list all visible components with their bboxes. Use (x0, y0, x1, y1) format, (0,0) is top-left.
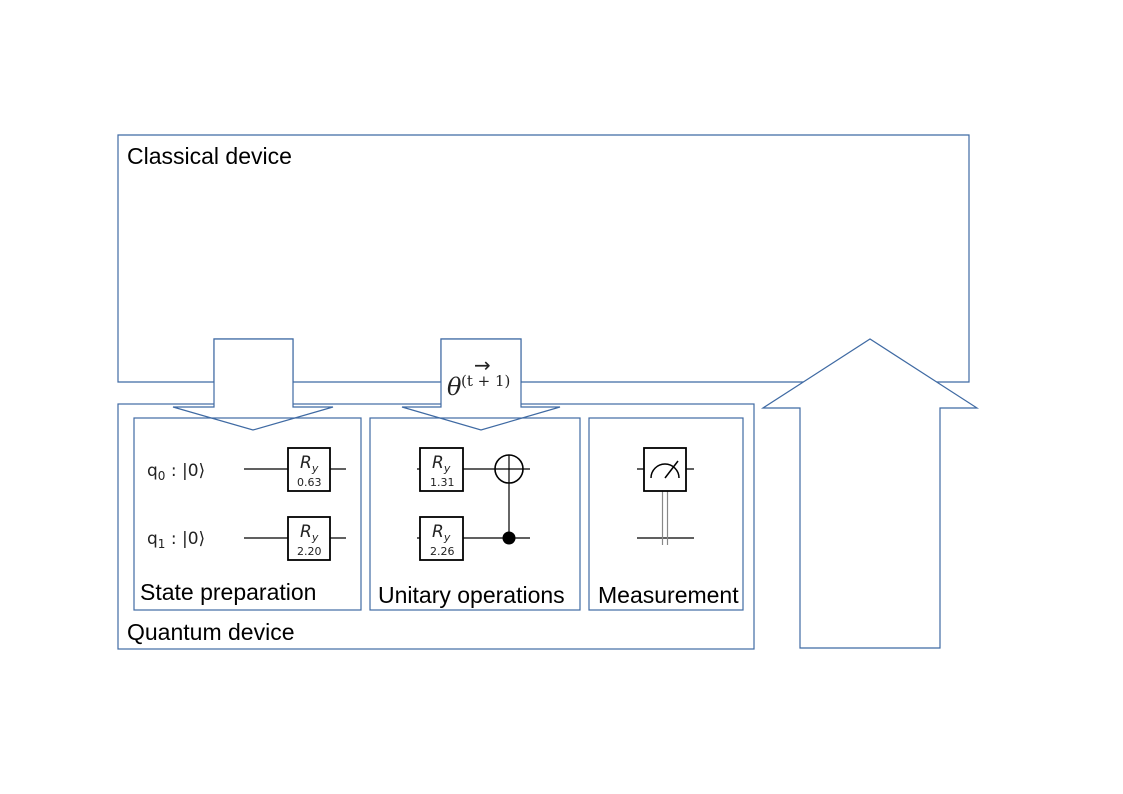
qubit-0-label: q0 : |0⟩ (147, 461, 205, 483)
svg-text:Ry: Ry (300, 522, 319, 544)
measurement-label: Measurement (598, 582, 739, 608)
ry-gate-unitary-q0: Ry 1.31 (419, 447, 464, 492)
svg-text:Ry: Ry (432, 522, 451, 544)
svg-text:Ry: Ry (432, 453, 451, 475)
unitary-operations-box (369, 417, 581, 611)
theta-vector-arrow: → (474, 353, 491, 377)
gate-angle: 2.26 (430, 545, 455, 558)
measurement-meter-icon (643, 447, 687, 492)
gate-angle: 2.20 (297, 545, 322, 558)
down-arrow-state-prep (172, 338, 334, 431)
gate-angle: 1.31 (430, 476, 455, 489)
state-preparation-box (133, 417, 362, 611)
state-preparation-label: State preparation (140, 579, 316, 605)
theta-superscript: (t + 1) (461, 372, 510, 390)
ry-gate-prep-q1: Ry 2.20 (287, 516, 331, 561)
measurement-box (588, 417, 744, 611)
ry-gate-prep-q0: Ry 0.63 (287, 447, 331, 492)
classical-device-label: Classical device (127, 143, 292, 169)
cnot-gate (494, 454, 524, 545)
unitary-operations-label: Unitary operations (378, 582, 565, 608)
cnot-control-dot (502, 531, 516, 545)
theta-parameter-label: → θ (t + 1) (447, 353, 510, 401)
quantum-device-label: Quantum device (127, 619, 294, 645)
quantum-device-box (117, 403, 755, 650)
gate-angle: 0.63 (297, 476, 322, 489)
theta-symbol: θ (447, 373, 462, 401)
qubit-1-label: q1 : |0⟩ (147, 529, 205, 551)
up-arrow-results (760, 338, 980, 649)
ry-gate-unitary-q1: Ry 2.26 (419, 516, 464, 561)
svg-text:Ry: Ry (300, 453, 319, 475)
